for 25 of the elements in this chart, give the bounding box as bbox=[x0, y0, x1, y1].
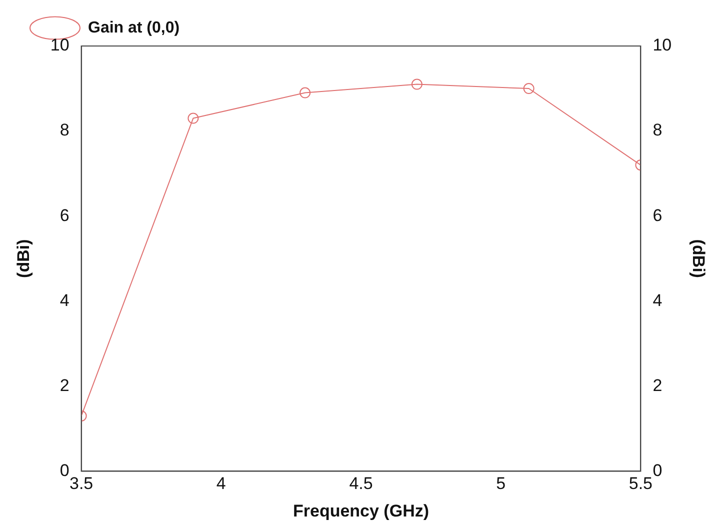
point bbox=[523, 83, 534, 94]
y2-tick-label: 6 bbox=[652, 206, 662, 225]
point bbox=[411, 78, 422, 90]
x-tick-label: 4.5 bbox=[349, 474, 373, 494]
y2-tick-label: 8 bbox=[652, 120, 662, 140]
y2-tick-label: 0 bbox=[652, 460, 662, 480]
y-axis-title: (dBi) bbox=[14, 239, 33, 278]
point bbox=[188, 112, 199, 124]
y-tick-label: 6 bbox=[60, 206, 70, 225]
legend-label: Gain at (0,0) bbox=[88, 19, 180, 36]
x-tick-label: 3.5 bbox=[69, 474, 94, 494]
y2-tick-label: 2 bbox=[652, 376, 662, 395]
y2-tick-label: 10 bbox=[652, 36, 672, 55]
x-axis-title: Frequency (GHz) bbox=[292, 501, 430, 520]
y-tick-label: 4 bbox=[60, 290, 70, 310]
x-tick-label: 5.5 bbox=[628, 474, 653, 494]
y-tick-label: 0 bbox=[60, 460, 70, 480]
x-tick-label: 5 bbox=[496, 474, 506, 494]
y2-axis-title: (dBi) bbox=[689, 239, 708, 278]
y-tick-label: 8 bbox=[60, 120, 70, 140]
y2-tick-label: 4 bbox=[652, 290, 662, 310]
point bbox=[300, 87, 311, 98]
y-tick-label: 10 bbox=[50, 36, 70, 55]
x-tick-label: 4 bbox=[216, 474, 226, 494]
y-tick-label: 2 bbox=[60, 376, 70, 395]
